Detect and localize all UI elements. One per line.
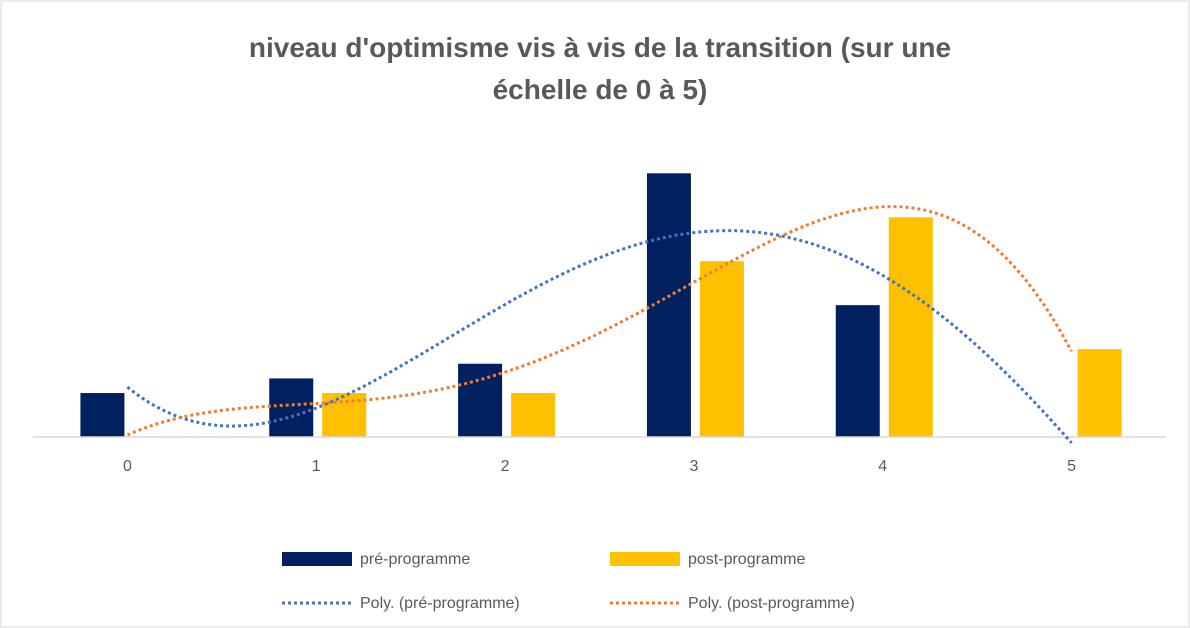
x-tick-label: 0 bbox=[123, 458, 132, 475]
trendline bbox=[126, 204, 1073, 437]
legend-swatch bbox=[282, 552, 352, 566]
bar bbox=[269, 378, 314, 437]
x-tick-label: 4 bbox=[878, 458, 887, 475]
title-line: niveau d'optimisme vis à vis de la trans… bbox=[249, 32, 951, 63]
x-tick-label: 2 bbox=[501, 458, 510, 475]
bar bbox=[888, 217, 933, 437]
bar bbox=[80, 393, 125, 437]
x-tick-label: 1 bbox=[312, 458, 321, 475]
bar bbox=[511, 393, 556, 437]
trendline bbox=[126, 229, 1073, 444]
legend-label: Poly. (pré-programme) bbox=[360, 595, 520, 612]
bar bbox=[1077, 349, 1122, 437]
legend-label: Poly. (post-programme) bbox=[688, 595, 855, 612]
x-tick-label: 3 bbox=[689, 458, 698, 475]
title-line: échelle de 0 à 5) bbox=[493, 74, 708, 105]
legend-swatch bbox=[610, 552, 680, 566]
chart-title: niveau d'optimisme vis à vis de la trans… bbox=[249, 32, 951, 105]
bar bbox=[699, 261, 744, 437]
x-tick-label: 5 bbox=[1067, 458, 1076, 475]
bar bbox=[835, 305, 880, 437]
legend-label: post-programme bbox=[688, 551, 805, 568]
legend-label: pré-programme bbox=[360, 551, 470, 568]
